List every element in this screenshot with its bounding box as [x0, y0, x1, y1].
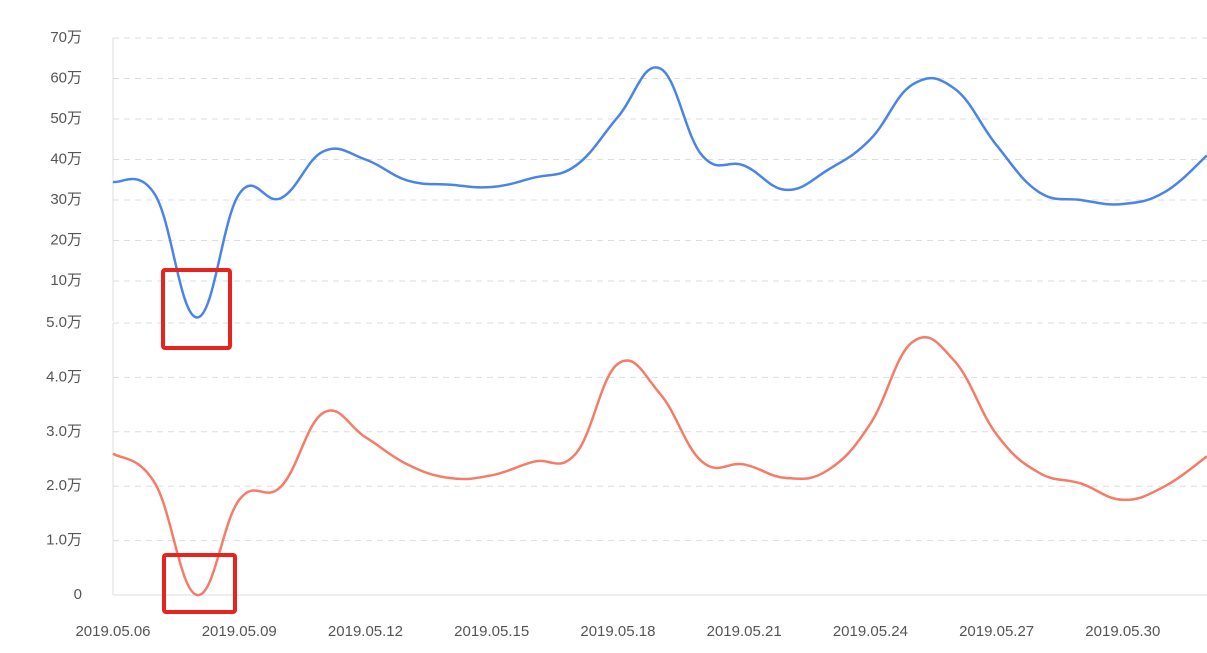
x-tick-label: 2019.05.30 — [1085, 623, 1160, 640]
y-tick-label: 5.0万 — [46, 314, 82, 331]
x-tick-label: 2019.05.09 — [202, 623, 277, 640]
x-tick-label: 2019.05.27 — [959, 623, 1034, 640]
highlight-box — [161, 268, 232, 350]
y-tick-label: 50万 — [50, 110, 82, 127]
y-tick-label: 30万 — [50, 191, 82, 208]
line — [112, 335, 1207, 597]
y-tick-label: 20万 — [50, 231, 82, 248]
plot: 10万 20万 30万 40万 50万 60万 70万 0 1.0万 2.0万 3.0万 4.0万 5.… — [46, 29, 1207, 640]
y-tick-label: 40万 — [50, 150, 82, 167]
x-tick-label: 2019.05.21 — [707, 623, 782, 640]
y-tick-label: 4.0万 — [46, 368, 82, 385]
y-tick-label: 60万 — [50, 69, 82, 86]
line — [112, 66, 1207, 319]
x-tick-label: 2019.05.24 — [833, 623, 908, 640]
y-tick-label: 3.0万 — [46, 423, 82, 440]
highlight-box — [162, 553, 237, 614]
x-tick-label: 2019.05.18 — [580, 623, 655, 640]
x-tick-label: 2019.05.06 — [75, 623, 150, 640]
x-tick-label: 2019.05.15 — [454, 623, 529, 640]
y-tick-label: 10万 — [50, 272, 82, 289]
y-tick-label: 1.0万 — [46, 532, 82, 549]
x-tick-label: 2019.05.12 — [328, 623, 403, 640]
y-tick-label: 0 — [74, 586, 82, 603]
y-tick-label: 70万 — [50, 29, 82, 46]
y-tick-label: 2.0万 — [46, 477, 82, 494]
